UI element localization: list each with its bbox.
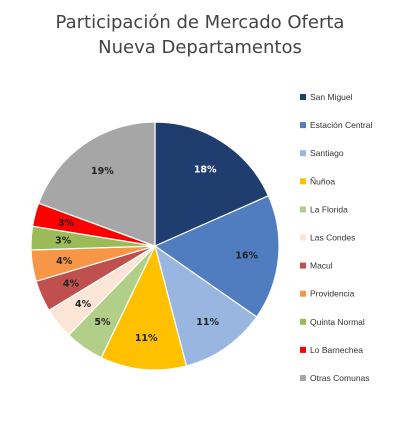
legend-swatch <box>300 318 306 325</box>
pie-slice <box>100 244 188 371</box>
legend-label: Santiago <box>310 148 344 158</box>
pie-data-label: 4% <box>63 279 80 290</box>
legend-label: Providencia <box>310 289 355 299</box>
pie-slice <box>154 244 258 367</box>
chart-title-line-2: Nueva Departamentos <box>98 37 302 58</box>
legend-label: Quinta Normal <box>310 317 365 327</box>
legend-swatch <box>300 178 306 185</box>
pie-data-label: 3% <box>58 218 75 229</box>
legend-label: Macul <box>310 261 333 271</box>
chart-title: Participación de Mercado Oferta Nueva De… <box>0 10 400 60</box>
pie-slice <box>153 195 280 318</box>
pie-data-label: 4% <box>75 299 92 310</box>
legend-label: La Florida <box>310 204 348 214</box>
legend-swatch <box>300 206 306 213</box>
legend: San Miguel Estación Central Santiago Ñuñoa L… <box>300 92 372 383</box>
pie-data-label: 11% <box>196 317 219 328</box>
pie-slice <box>154 121 270 247</box>
legend-label: San Miguel <box>310 92 353 102</box>
pie-data-labels: 18%16%11%11%5%4%4%4%3%3%19% <box>55 164 258 344</box>
legend-swatch <box>300 346 306 353</box>
pie-slices <box>30 121 280 371</box>
legend-label: Las Condes <box>310 233 355 243</box>
chart-title-line-1: Participación de Mercado Oferta <box>55 12 345 33</box>
legend-swatch <box>300 94 306 100</box>
legend-swatch <box>300 290 306 297</box>
pie-slice <box>37 121 156 247</box>
pie-data-label: 19% <box>91 166 114 177</box>
legend-swatch <box>300 375 306 381</box>
pie-data-label: 5% <box>94 317 111 328</box>
legend-swatch <box>300 262 306 269</box>
pie-data-label: 4% <box>56 256 73 267</box>
legend-label: Otras Comunas <box>310 373 370 383</box>
legend-swatch <box>300 234 306 241</box>
pie-data-label: 3% <box>55 236 72 247</box>
legend-label: Lo Barnechea <box>310 345 363 355</box>
legend-swatch <box>300 122 306 129</box>
pie-data-label: 16% <box>235 250 258 261</box>
legend-label: Estación Central <box>310 120 372 130</box>
pie-data-label: 18% <box>194 164 217 175</box>
legend-swatch <box>300 150 306 157</box>
pie-data-label: 11% <box>135 333 158 344</box>
legend-label: Ñuñoa <box>310 176 335 186</box>
